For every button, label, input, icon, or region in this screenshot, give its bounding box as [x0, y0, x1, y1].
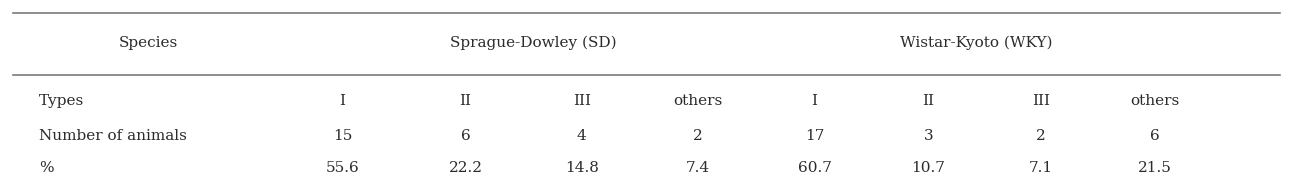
Text: 6: 6	[1149, 129, 1160, 143]
Text: Types: Types	[39, 94, 84, 108]
Text: 21.5: 21.5	[1138, 161, 1171, 175]
Text: Wistar-Kyoto (WKY): Wistar-Kyoto (WKY)	[900, 36, 1053, 50]
Text: I: I	[340, 94, 345, 108]
Text: 14.8: 14.8	[565, 161, 599, 175]
Text: others: others	[674, 94, 723, 108]
Text: 4: 4	[577, 129, 587, 143]
Text: 2: 2	[693, 129, 703, 143]
Text: II: II	[459, 94, 472, 108]
Text: II: II	[922, 94, 935, 108]
Text: 22.2: 22.2	[449, 161, 482, 175]
Text: Species: Species	[119, 36, 178, 50]
Text: 7.4: 7.4	[687, 161, 710, 175]
Text: 55.6: 55.6	[326, 161, 359, 175]
Text: 3: 3	[923, 129, 934, 143]
Text: Number of animals: Number of animals	[39, 129, 186, 143]
Text: 7.1: 7.1	[1029, 161, 1053, 175]
Text: 15: 15	[334, 129, 352, 143]
Text: III: III	[1032, 94, 1050, 108]
Text: III: III	[573, 94, 591, 108]
Text: 10.7: 10.7	[912, 161, 945, 175]
Text: 6: 6	[460, 129, 471, 143]
Text: 2: 2	[1036, 129, 1046, 143]
Text: I: I	[812, 94, 817, 108]
Text: others: others	[1130, 94, 1179, 108]
Text: 60.7: 60.7	[798, 161, 831, 175]
Text: %: %	[39, 161, 53, 175]
Text: Sprague-Dowley (SD): Sprague-Dowley (SD)	[450, 36, 617, 50]
Text: 17: 17	[806, 129, 824, 143]
